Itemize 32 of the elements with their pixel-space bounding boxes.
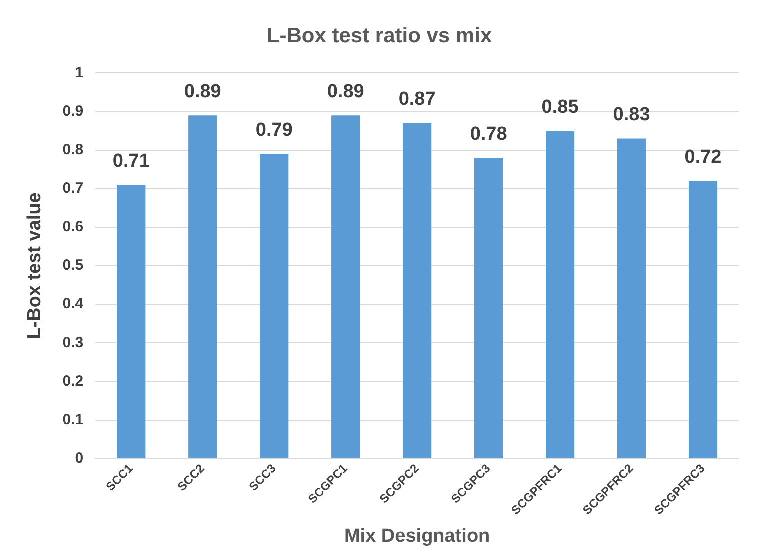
x-axis-title: Mix Designation: [344, 526, 490, 547]
y-tick-label: 0.9: [62, 102, 84, 120]
data-label: 0.89: [327, 81, 364, 102]
data-label: 0.83: [613, 104, 650, 126]
chart-title: L-Box test ratio vs mix: [266, 24, 492, 48]
data-label: 0.79: [256, 120, 293, 141]
bar: [474, 158, 504, 458]
y-axis-title: L-Box test value: [24, 192, 46, 340]
bar: [117, 185, 146, 458]
data-label: 0.72: [684, 146, 722, 168]
data-label: 0.71: [112, 150, 150, 172]
y-tick-label: 0.3: [62, 334, 84, 352]
y-tick-label: 1: [75, 64, 84, 82]
data-label: 0.85: [542, 96, 580, 118]
bar: [403, 123, 432, 458]
bar: [260, 154, 289, 458]
y-tick-label: 0.1: [62, 411, 84, 428]
y-tick-label: 0: [75, 450, 84, 467]
bar: [546, 131, 575, 458]
y-tick-label: 0.5: [62, 257, 84, 274]
y-tick-label: 0.7: [62, 180, 84, 198]
y-tick-label: 0.6: [62, 218, 84, 236]
data-label: 0.89: [184, 81, 222, 102]
bar: [688, 181, 718, 458]
y-tick-label: 0.2: [62, 372, 84, 390]
y-tick-label: 0.4: [62, 296, 84, 313]
data-label: 0.87: [398, 89, 436, 110]
bar: [617, 138, 646, 458]
data-label: 0.78: [470, 124, 508, 145]
y-tick-label: 0.8: [62, 141, 84, 158]
bar: [332, 116, 360, 458]
bar: [188, 116, 218, 458]
